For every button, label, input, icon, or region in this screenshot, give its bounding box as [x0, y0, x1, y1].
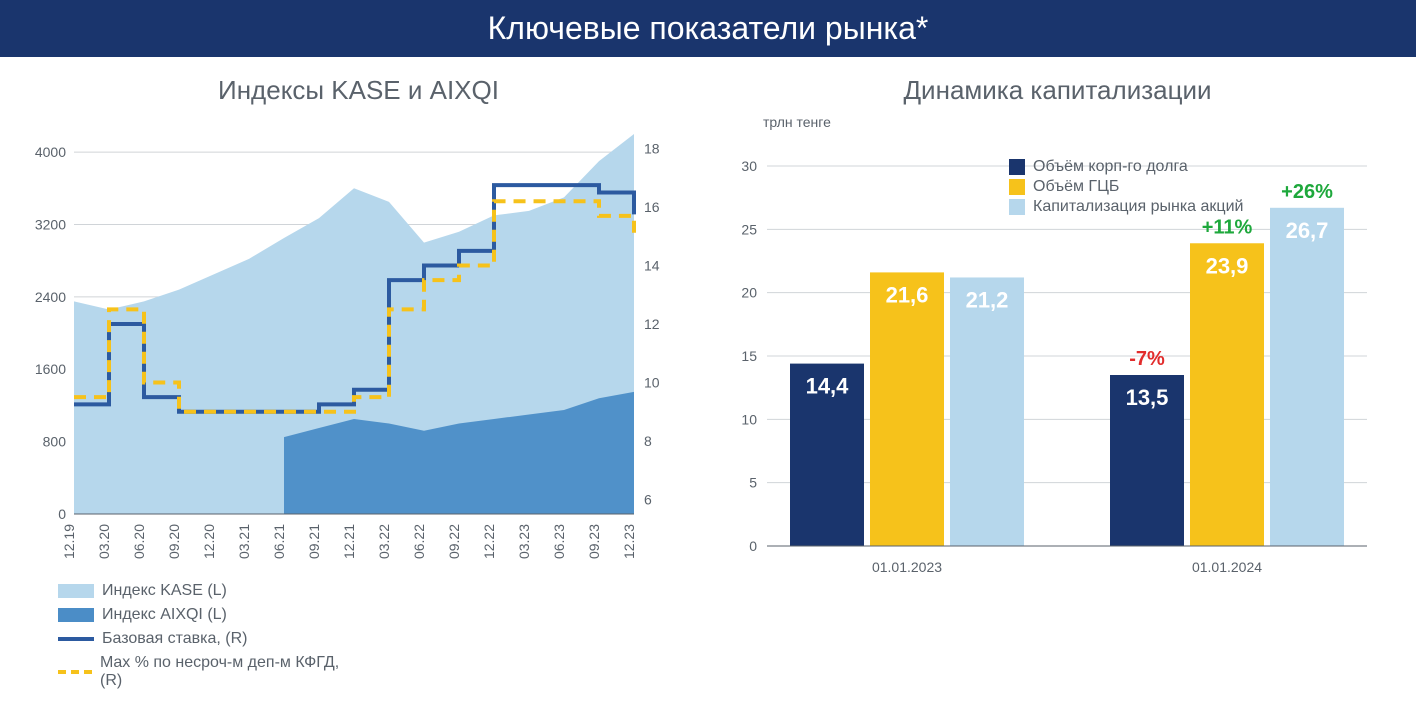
- svg-text:8: 8: [644, 433, 652, 449]
- panels-row: Индексы KASE и AIXQI 0 800 1600 2400 3200 400…: [0, 57, 1416, 704]
- bar: [1190, 243, 1264, 546]
- legend-label: Объём ГЦБ: [1033, 178, 1119, 196]
- bar-value-label: 23,9: [1206, 253, 1249, 278]
- svg-text:0: 0: [749, 538, 757, 554]
- legend-swatch: [1009, 179, 1025, 195]
- bar-value-label: 13,5: [1126, 385, 1169, 410]
- svg-text:12.20: 12.20: [201, 524, 217, 559]
- svg-text:4000: 4000: [35, 144, 66, 160]
- right-chart-title: Динамика капитализации: [717, 75, 1398, 106]
- bar-pct-label: -7%: [1129, 348, 1165, 370]
- svg-text:1600: 1600: [35, 361, 66, 377]
- svg-text:10: 10: [741, 411, 757, 427]
- svg-text:0: 0: [58, 506, 66, 522]
- svg-text:09.21: 09.21: [306, 524, 322, 559]
- svg-text:20: 20: [741, 285, 757, 301]
- svg-text:09.23: 09.23: [586, 524, 602, 559]
- svg-text:3200: 3200: [35, 216, 66, 232]
- legend-label: Индекс AIXQI (L): [102, 606, 227, 624]
- svg-text:09.20: 09.20: [166, 524, 182, 559]
- svg-text:03.20: 03.20: [96, 524, 112, 559]
- right-chart-unit: трлн тенге: [763, 114, 1398, 130]
- bar-value-label: 14,4: [806, 374, 850, 399]
- svg-text:2400: 2400: [35, 289, 66, 305]
- svg-text:14: 14: [644, 258, 660, 274]
- svg-text:12.19: 12.19: [61, 524, 77, 559]
- svg-text:03.21: 03.21: [236, 524, 252, 559]
- legend-label: Капитализация рынка акций: [1033, 198, 1243, 216]
- legend-label: Max % по несроч-м деп-м КФГД, (R): [100, 654, 351, 690]
- legend-label: Индекс KASE (L): [102, 582, 227, 600]
- group-label: 01.01.2024: [1192, 559, 1262, 575]
- page-title: Ключевые показатели рынка*: [0, 0, 1416, 57]
- svg-text:30: 30: [741, 158, 757, 174]
- legend-swatch: [58, 584, 94, 598]
- legend-item: Индекс AIXQI (L): [58, 606, 351, 624]
- right-panel: Динамика капитализации трлн тенге 0 5 10 15…: [717, 75, 1398, 696]
- svg-text:6: 6: [644, 491, 652, 507]
- kase-aixqi-chart: 0 800 1600 2400 3200 4000 6 8 10 12 14 16 18 12.19 03.…: [18, 114, 698, 574]
- svg-text:03.22: 03.22: [376, 524, 392, 559]
- legend-item: Max % по несроч-м деп-м КФГД, (R): [58, 654, 351, 690]
- legend-item: Капитализация рынка акций: [1009, 198, 1243, 216]
- svg-text:03.23: 03.23: [516, 524, 532, 559]
- svg-text:06.22: 06.22: [411, 524, 427, 559]
- legend-item: Индекс KASE (L): [58, 582, 351, 600]
- legend-label: Базовая ставка, (R): [102, 630, 248, 648]
- left-panel: Индексы KASE и AIXQI 0 800 1600 2400 3200 400…: [18, 75, 699, 696]
- legend-swatch: [1009, 159, 1025, 175]
- svg-text:25: 25: [741, 221, 757, 237]
- left-chart-legend: Индекс KASE (L) Индекс AIXQI (L) Базовая с…: [18, 582, 699, 696]
- legend-label: Объём корп-го долга: [1033, 158, 1188, 176]
- legend-item: Объём ГЦБ: [1009, 178, 1243, 196]
- svg-text:10: 10: [644, 374, 660, 390]
- svg-text:12: 12: [644, 316, 660, 332]
- bar-pct-label: +11%: [1202, 216, 1253, 238]
- group-label: 01.01.2023: [872, 559, 942, 575]
- svg-text:12.22: 12.22: [481, 524, 497, 559]
- legend-swatch: [1009, 199, 1025, 215]
- bar-value-label: 21,2: [966, 287, 1009, 312]
- bar-value-label: 21,6: [886, 282, 929, 307]
- legend-swatch: [58, 670, 92, 674]
- bar: [950, 277, 1024, 546]
- svg-text:06.20: 06.20: [131, 524, 147, 559]
- left-chart-title: Индексы KASE и AIXQI: [18, 75, 699, 106]
- bar-pct-label: +26%: [1281, 181, 1333, 203]
- bar-value-label: 26,7: [1286, 218, 1329, 243]
- bar: [1270, 208, 1344, 546]
- svg-text:06.23: 06.23: [551, 524, 567, 559]
- right-chart-legend: Объём корп-го долга Объём ГЦБ Капитализаци…: [1009, 158, 1243, 218]
- svg-text:12.21: 12.21: [341, 524, 357, 559]
- svg-text:800: 800: [43, 434, 67, 450]
- legend-item: Объём корп-го долга: [1009, 158, 1243, 176]
- svg-text:12.23: 12.23: [621, 524, 637, 559]
- svg-text:15: 15: [741, 348, 757, 364]
- bar: [870, 272, 944, 546]
- legend-item: Базовая ставка, (R): [58, 630, 351, 648]
- svg-text:09.22: 09.22: [446, 524, 462, 559]
- svg-text:06.21: 06.21: [271, 524, 287, 559]
- legend-swatch: [58, 637, 94, 641]
- svg-text:18: 18: [644, 141, 660, 157]
- legend-swatch: [58, 608, 94, 622]
- svg-text:5: 5: [749, 475, 757, 491]
- svg-text:16: 16: [644, 199, 660, 215]
